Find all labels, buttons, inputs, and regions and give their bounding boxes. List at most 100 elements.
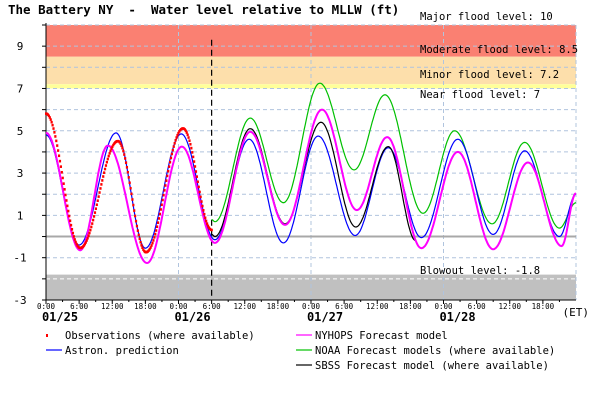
observation-point [148,247,151,251]
observation-point [55,139,58,143]
observation-point [202,208,205,212]
observation-point [152,239,155,242]
observation-point [62,182,65,185]
observation-point [87,234,90,238]
x-tick-label: 18:00 [399,302,422,311]
observation-point [67,209,70,213]
observation-point [140,243,143,247]
observation-point [120,144,123,147]
observation-point [161,198,164,202]
x-tick-label: 18:00 [267,302,290,311]
observation-point [119,142,122,145]
observation-point [132,203,135,207]
observation-point [138,237,141,241]
legend-label: SBSS Forecast model (where available) [315,360,549,372]
series-line-4 [211,121,417,242]
observation-point [185,131,188,134]
observation-point [75,242,78,246]
observation-point [72,235,75,238]
observation-point [59,165,63,168]
day-label: 01/26 [174,310,210,324]
observation-point [134,219,138,223]
y-tick-label: -1 [13,252,26,265]
observation-point [96,199,99,202]
observation-point [82,244,86,247]
x-tick-label: 0:00 [302,302,321,311]
legend-swatch [46,334,48,337]
observation-point [167,169,170,173]
observation-point [89,228,92,232]
observation-point [69,219,72,223]
series-line-3 [211,82,577,229]
y-tick-label: -3 [13,294,26,307]
observation-point [149,246,152,249]
observation-point [173,141,176,145]
observation-point [175,136,178,139]
observation-point [195,175,199,178]
x-unit-label: (ET) [563,306,590,319]
observation-point [85,239,88,242]
observation-point [123,153,126,156]
observation-point [156,225,159,228]
observation-point [103,167,107,171]
observation-point [107,154,110,158]
observation-point [192,155,195,159]
observation-point [176,133,179,137]
observation-point [160,203,163,207]
observation-point [91,222,94,225]
observation-point [196,180,199,184]
observation-point [177,131,180,135]
observation-point [174,138,177,142]
observation-point [73,238,76,241]
observation-point [92,215,96,218]
day-label: 01/25 [42,310,78,324]
y-tick-label: 7 [17,82,24,95]
observation-point [95,203,98,207]
observation-point [171,148,174,152]
observation-point [124,161,128,164]
observation-point [88,231,91,235]
observation-point [52,127,55,130]
observation-point [186,133,189,137]
legend-label: Observations (where available) [65,330,255,342]
observation-point [147,249,150,252]
y-tick-label: 1 [17,209,24,222]
series-line-2 [45,108,577,265]
observation-point [203,212,206,216]
observation-point [108,152,111,155]
observation-point [184,129,187,133]
x-tick-label: 12:00 [366,302,389,311]
threshold-label: Major flood level: 10 [420,11,553,23]
observation-point [200,200,203,203]
y-tick-label: 3 [17,167,24,180]
x-tick-label: 0:00 [37,302,56,311]
observation-point [205,222,209,225]
legend-label: Astron. prediction [65,345,179,357]
x-tick-label: 6:00 [468,302,487,311]
observation-point [126,170,129,174]
observation-point [99,187,102,190]
observation-point [103,171,106,175]
observation-point [158,212,161,216]
observation-point [122,149,125,153]
observation-point [139,240,142,244]
threshold-label: Minor flood level: 7.2 [420,69,559,81]
observation-point [63,188,66,191]
legend-label: NOAA Forecast models (where available) [315,345,555,357]
observation-point [47,114,50,118]
observation-point [92,218,95,222]
y-tick-label: 5 [17,125,24,138]
observation-point [100,183,103,186]
x-tick-label: 12:00 [233,302,256,311]
observation-point [53,131,56,134]
observation-point [134,214,137,218]
observation-point [109,149,112,153]
observation-point [66,204,69,208]
observation-point [86,236,89,240]
y-tick-label: 9 [17,40,24,53]
observation-point [101,179,104,182]
x-tick-label: 0:00 [169,302,188,311]
observation-point [60,170,63,174]
observation-point [187,136,190,139]
